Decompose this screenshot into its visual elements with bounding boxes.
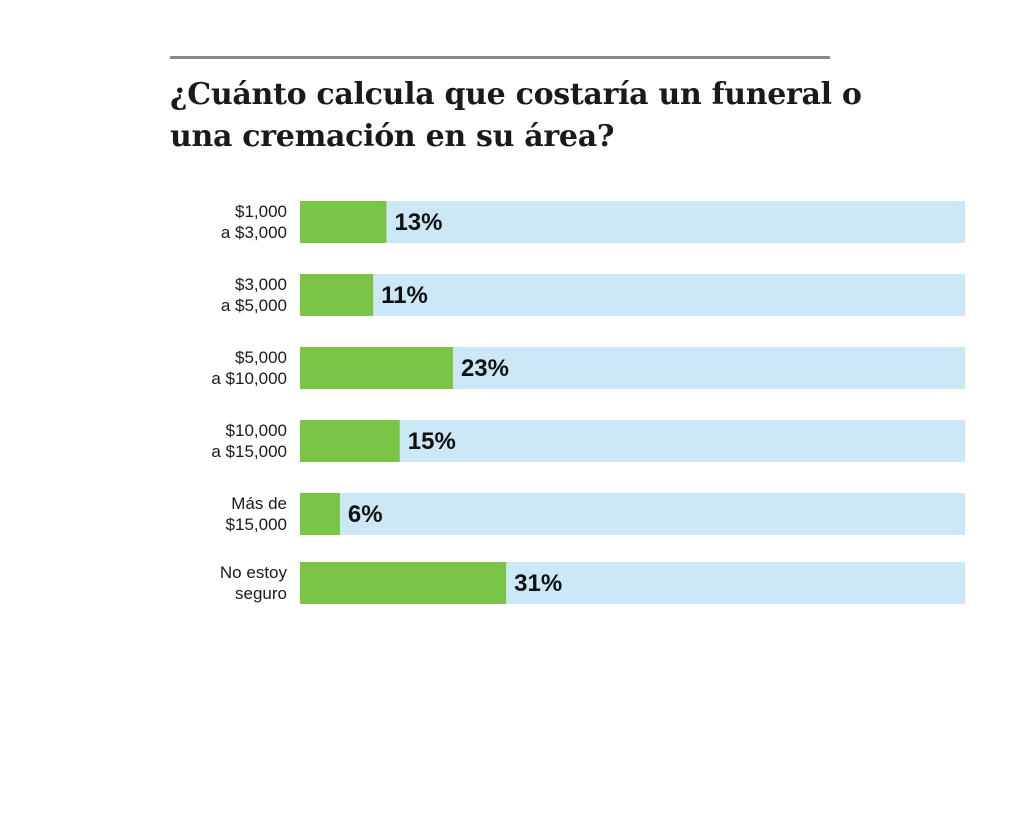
bar-track-4 bbox=[300, 493, 965, 535]
category-label-1-line-1: a $5,000 bbox=[221, 296, 287, 315]
category-label-5-line-0: No estoy bbox=[220, 563, 288, 582]
bar-3 bbox=[300, 420, 400, 462]
value-label-0: 13% bbox=[394, 209, 442, 236]
bar-track-1 bbox=[300, 274, 965, 316]
category-label-5-line-1: seguro bbox=[235, 584, 287, 603]
value-label-5: 31% bbox=[514, 570, 562, 597]
bar-track-0 bbox=[300, 201, 965, 243]
category-label-1-line-0: $3,000 bbox=[235, 275, 287, 294]
value-label-1: 11% bbox=[381, 282, 428, 309]
value-label-4: 6% bbox=[348, 501, 383, 528]
value-label-2: 23% bbox=[461, 355, 509, 382]
bar-4 bbox=[300, 493, 340, 535]
bar-1 bbox=[300, 274, 374, 316]
category-label-3-line-0: $10,000 bbox=[226, 421, 287, 440]
category-label-2-line-0: $5,000 bbox=[235, 348, 287, 367]
category-label-3-line-1: a $15,000 bbox=[211, 442, 287, 461]
category-label-0-line-1: a $3,000 bbox=[221, 223, 287, 242]
bar-track-3 bbox=[300, 420, 965, 462]
bar-0 bbox=[300, 201, 387, 243]
category-label-4-line-1: $15,000 bbox=[226, 515, 287, 534]
chart-title: ¿Cuánto calcula que costaría un funeral … bbox=[170, 77, 862, 154]
category-label-4-line-0: Más de bbox=[231, 494, 287, 513]
bar-5 bbox=[300, 562, 507, 604]
value-label-3: 15% bbox=[408, 428, 456, 455]
bar-2 bbox=[300, 347, 453, 389]
category-label-2-line-1: a $10,000 bbox=[211, 369, 287, 388]
category-label-0-line-0: $1,000 bbox=[235, 202, 287, 221]
title-rule bbox=[170, 56, 830, 59]
